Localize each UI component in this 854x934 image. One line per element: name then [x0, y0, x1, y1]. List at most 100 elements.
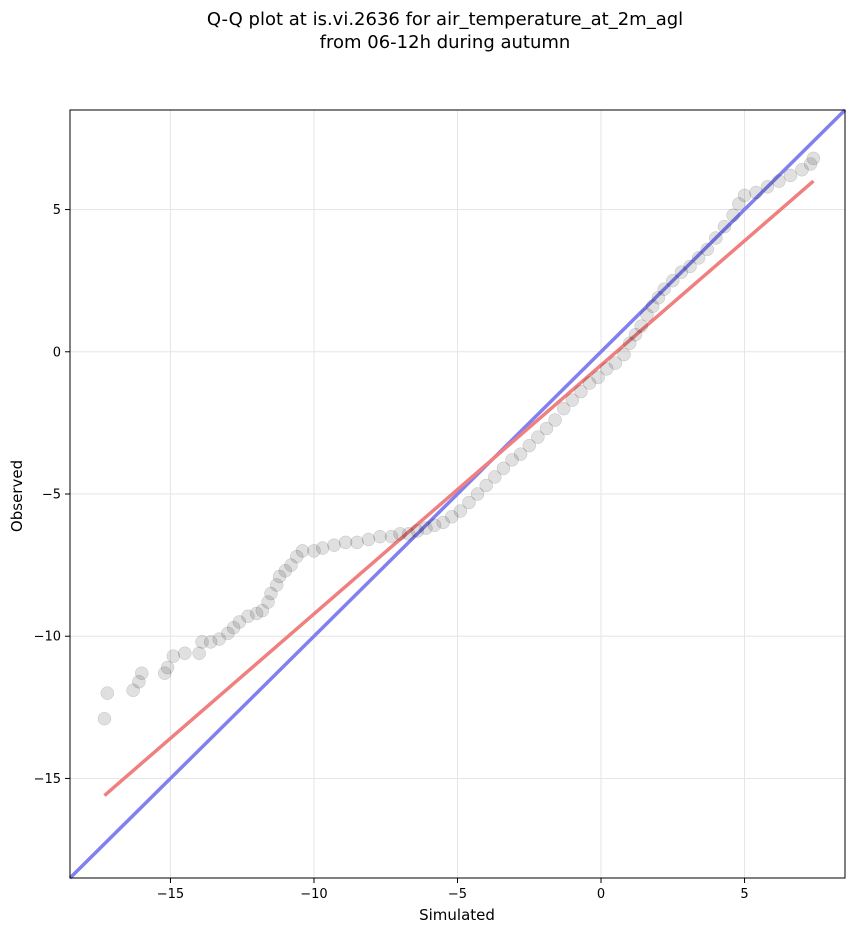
data-point — [249, 606, 264, 621]
y-tick-label: 0 — [53, 345, 61, 360]
data-point — [269, 578, 284, 592]
data-point — [717, 219, 732, 234]
data-point — [226, 620, 241, 635]
data-point — [338, 535, 353, 550]
data-point — [384, 529, 399, 544]
data-point — [419, 521, 433, 535]
x-tick-label: 5 — [740, 887, 748, 902]
reference-line-2 — [103, 179, 815, 797]
data-point — [591, 370, 605, 385]
y-tick-label: −10 — [34, 630, 61, 645]
data-point — [548, 413, 562, 427]
x-tick-label: −5 — [448, 887, 467, 902]
data-point — [126, 683, 140, 698]
data-point — [645, 299, 660, 314]
data-point — [436, 515, 450, 530]
data-point — [783, 168, 798, 183]
data-point — [327, 538, 341, 552]
data-point — [574, 384, 588, 399]
data-point — [608, 356, 623, 370]
data-point — [373, 529, 387, 544]
data-point — [212, 632, 227, 646]
data-point — [657, 282, 671, 296]
data-point — [261, 595, 275, 609]
y-tick-label: −5 — [42, 488, 61, 503]
data-point — [803, 157, 818, 171]
x-tick-label: −15 — [157, 887, 184, 902]
data-point — [505, 453, 519, 467]
data-point — [350, 535, 364, 550]
data-point — [361, 532, 376, 547]
x-tick-label: −10 — [300, 887, 327, 902]
x-tick-label: 0 — [597, 887, 605, 902]
data-point — [531, 430, 545, 444]
data-point — [726, 208, 740, 222]
data-point — [315, 541, 330, 555]
data-point — [651, 290, 666, 305]
grid — [70, 110, 845, 878]
y-tick-label: 5 — [53, 203, 61, 218]
x-axis-label: Simulated — [419, 906, 495, 924]
data-point — [410, 524, 425, 538]
data-point — [221, 626, 235, 641]
data-point — [640, 308, 654, 322]
data-point — [539, 421, 554, 436]
data-point — [157, 666, 172, 680]
data-point — [556, 401, 571, 416]
data-point — [401, 527, 416, 541]
data-point — [203, 635, 218, 649]
data-point — [709, 231, 723, 245]
data-point — [470, 487, 485, 501]
x-axis-ticks: −15 −10 −5 0 5 — [157, 878, 749, 902]
data-point — [795, 162, 809, 177]
data-point — [479, 478, 493, 493]
data-point — [290, 549, 304, 564]
y-axis-label: Observed — [8, 460, 26, 532]
data-point — [272, 569, 287, 584]
data-point — [691, 251, 706, 265]
reference-line-1 — [68, 108, 847, 880]
data-point — [666, 273, 680, 288]
data-point — [683, 259, 697, 274]
data-point — [135, 666, 149, 680]
data-point — [278, 564, 293, 578]
data-point — [772, 174, 786, 188]
data-point — [264, 586, 278, 601]
data-point — [634, 319, 648, 333]
data-point — [178, 646, 192, 661]
data-point — [749, 185, 763, 200]
data-point — [732, 197, 746, 211]
data-point — [160, 660, 175, 675]
data-point — [462, 495, 476, 510]
data-point — [100, 686, 115, 700]
data-point — [522, 438, 537, 453]
data-point — [192, 646, 206, 661]
data-point — [166, 649, 181, 663]
data-point — [295, 544, 310, 558]
data-point — [97, 711, 112, 726]
data-point — [132, 674, 146, 689]
data-point — [195, 635, 209, 649]
data-point — [700, 242, 714, 257]
data-point — [393, 527, 407, 541]
data-point — [622, 336, 637, 350]
data-point — [582, 376, 597, 390]
data-point — [617, 347, 631, 362]
data-point — [445, 510, 459, 524]
reference-lines — [68, 108, 847, 880]
data-point — [488, 470, 502, 484]
data-point — [453, 504, 468, 518]
data-point — [427, 518, 442, 533]
data-point — [806, 151, 821, 166]
data-point — [513, 447, 528, 461]
data-point — [760, 180, 775, 194]
y-axis-ticks: −15 −10 −5 0 5 — [34, 203, 70, 787]
data-point — [496, 461, 511, 476]
data-point — [565, 393, 580, 407]
data-point — [307, 544, 321, 558]
chart-title-line1: Q-Q plot at is.vi.2636 for air_temperatu… — [207, 9, 683, 30]
scatter-points — [97, 151, 821, 726]
data-point — [628, 327, 643, 342]
data-point — [284, 558, 298, 572]
